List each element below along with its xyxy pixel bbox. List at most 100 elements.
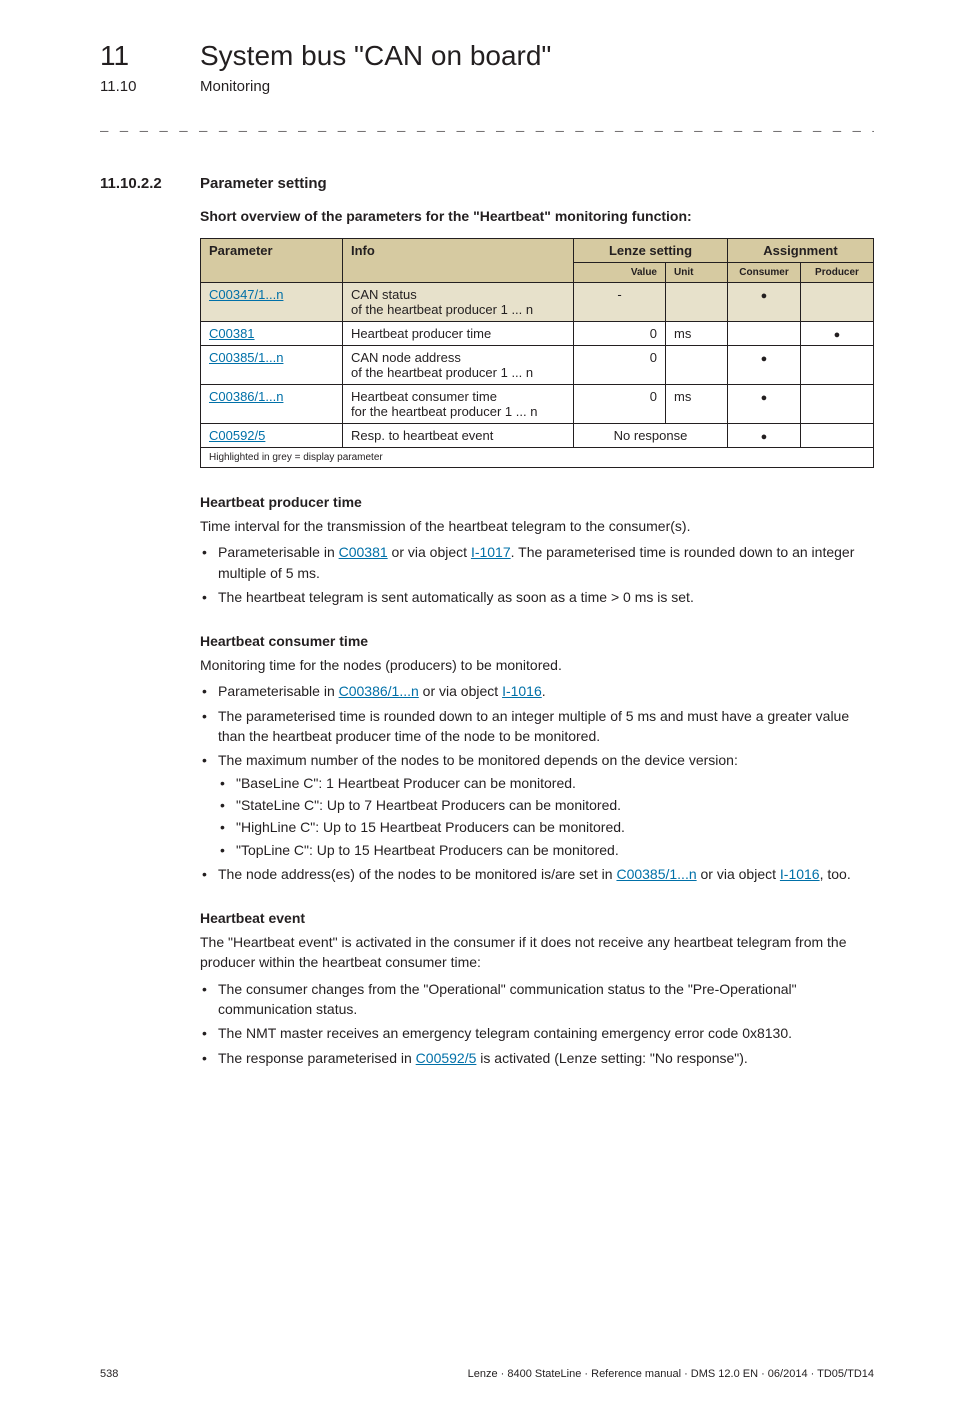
subsection-title: Monitoring — [200, 78, 270, 95]
chapter-title: System bus "CAN on board" — [200, 40, 551, 72]
cell-info: Heartbeat producer time — [343, 322, 574, 346]
cell-info: Resp. to heartbeat event — [343, 424, 574, 448]
list-item: The heartbeat telegram is sent automatic… — [218, 587, 874, 607]
cell-parameter: C00592/5 — [201, 424, 343, 448]
hpt-list: Parameterisable in C00381 or via object … — [200, 542, 874, 607]
cell-info: CAN status of the heartbeat producer 1 .… — [343, 283, 574, 322]
content-area: Short overview of the parameters for the… — [200, 208, 874, 1068]
col-parameter: Parameter — [201, 239, 343, 283]
list-item: The maximum number of the nodes to be mo… — [218, 750, 874, 859]
cell-unit: ms — [666, 322, 728, 346]
list-item: The node address(es) of the nodes to be … — [218, 864, 874, 884]
table-row: C00381Heartbeat producer time0ms — [201, 322, 874, 346]
text: The maximum number of the nodes to be mo… — [218, 752, 738, 768]
list-item: The parameterised time is rounded down t… — [218, 706, 874, 747]
parameter-link[interactable]: C00592/5 — [209, 428, 265, 443]
parameter-table: Parameter Info Lenze setting Assignment … — [200, 238, 874, 468]
text: or via object — [388, 544, 471, 560]
col-assignment: Assignment — [728, 239, 874, 263]
list-item: The response parameterised in C00592/5 i… — [218, 1048, 874, 1068]
parameter-link[interactable]: C00385/1...n — [209, 350, 283, 365]
list-item: The NMT master receives an emergency tel… — [218, 1023, 874, 1043]
text: , too. — [820, 866, 851, 882]
hpt-body: Time interval for the transmission of th… — [200, 516, 874, 536]
col-info: Info — [343, 239, 574, 283]
cell-parameter: C00386/1...n — [201, 385, 343, 424]
text: Parameterisable in — [218, 683, 339, 699]
subsection-number: 11.10 — [100, 78, 200, 95]
cell-value: 0 — [574, 385, 666, 424]
divider-dashes: _ _ _ _ _ _ _ _ _ _ _ _ _ _ _ _ _ _ _ _ … — [100, 119, 874, 135]
table-row: C00386/1...n Heartbeat consumer time for … — [201, 385, 874, 424]
page-footer: 538 Lenze · 8400 StateLine · Reference m… — [100, 1368, 874, 1380]
cell-producer — [801, 385, 874, 424]
link-c00386[interactable]: C00386/1...n — [339, 683, 419, 699]
link-c00385[interactable]: C00385/1...n — [616, 866, 696, 882]
he-body: The "Heartbeat event" is activated in th… — [200, 932, 874, 973]
cell-value: 0 — [574, 346, 666, 385]
dot-icon — [834, 326, 841, 341]
text: is activated (Lenze setting: "No respons… — [476, 1050, 747, 1066]
parameter-link[interactable]: C00381 — [209, 326, 255, 341]
hpt-heading: Heartbeat producer time — [200, 494, 874, 510]
link-i1016b[interactable]: I-1016 — [780, 866, 820, 882]
cell-parameter: C00347/1...n — [201, 283, 343, 322]
subsection-heading: 11.10 Monitoring — [100, 78, 874, 95]
col-unit: Unit — [666, 263, 728, 283]
link-c00381[interactable]: C00381 — [339, 544, 388, 560]
col-producer: Producer — [801, 263, 874, 283]
cell-parameter: C00381 — [201, 322, 343, 346]
cell-producer — [801, 322, 874, 346]
footer-text: Lenze · 8400 StateLine · Reference manua… — [200, 1368, 874, 1380]
cell-info: CAN node address of the heartbeat produc… — [343, 346, 574, 385]
dot-icon — [761, 350, 768, 365]
cell-producer — [801, 283, 874, 322]
hct-sublist: "BaseLine C": 1 Heartbeat Producer can b… — [218, 773, 874, 860]
col-consumer: Consumer — [728, 263, 801, 283]
list-item: "StateLine C": Up to 7 Heartbeat Produce… — [236, 795, 874, 815]
cell-consumer — [728, 424, 801, 448]
page-number: 538 — [100, 1368, 200, 1380]
table-row: C00592/5Resp. to heartbeat eventNo respo… — [201, 424, 874, 448]
text: or via object — [419, 683, 502, 699]
chapter-heading: 11 System bus "CAN on board" — [100, 40, 874, 72]
table-footnote-row: Highlighted in grey = display parameter — [201, 448, 874, 468]
link-i1016[interactable]: I-1016 — [502, 683, 542, 699]
parameter-link[interactable]: C00386/1...n — [209, 389, 283, 404]
he-list: The consumer changes from the "Operation… — [200, 979, 874, 1068]
hct-list: Parameterisable in C00386/1...n or via o… — [200, 681, 874, 884]
cell-value: - — [574, 283, 666, 322]
section-title: Parameter setting — [200, 175, 327, 192]
link-i1017[interactable]: I-1017 — [471, 544, 511, 560]
col-value: Value — [574, 263, 666, 283]
cell-unit — [666, 346, 728, 385]
section-heading: 11.10.2.2 Parameter setting — [100, 175, 874, 192]
parameter-link[interactable]: C00347/1...n — [209, 287, 283, 302]
text: Parameterisable in — [218, 544, 339, 560]
list-item: Parameterisable in C00386/1...n or via o… — [218, 681, 874, 701]
section-number: 11.10.2.2 — [100, 175, 200, 192]
cell-consumer — [728, 283, 801, 322]
table-header-row: Parameter Info Lenze setting Assignment — [201, 239, 874, 263]
dot-icon — [761, 287, 768, 302]
cell-consumer — [728, 322, 801, 346]
cell-unit: ms — [666, 385, 728, 424]
link-c00592-5[interactable]: C00592/5 — [416, 1050, 477, 1066]
dot-icon — [761, 428, 768, 443]
lead-text: Short overview of the parameters for the… — [200, 208, 874, 224]
text: . — [542, 683, 546, 699]
hct-heading: Heartbeat consumer time — [200, 633, 874, 649]
cell-unit — [666, 283, 728, 322]
cell-info: Heartbeat consumer time for the heartbea… — [343, 385, 574, 424]
hct-body: Monitoring time for the nodes (producers… — [200, 655, 874, 675]
chapter-number: 11 — [100, 40, 200, 72]
col-lenze: Lenze setting — [574, 239, 728, 263]
cell-producer — [801, 346, 874, 385]
list-item: Parameterisable in C00381 or via object … — [218, 542, 874, 583]
text: The node address(es) of the nodes to be … — [218, 866, 616, 882]
cell-producer — [801, 424, 874, 448]
cell-parameter: C00385/1...n — [201, 346, 343, 385]
table-footnote: Highlighted in grey = display parameter — [201, 448, 874, 468]
table-row: C00347/1...n CAN status of the heartbeat … — [201, 283, 874, 322]
he-heading: Heartbeat event — [200, 910, 874, 926]
